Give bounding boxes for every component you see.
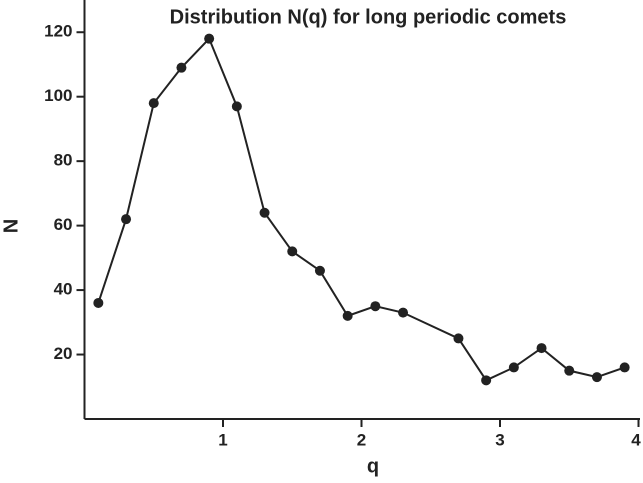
marker (204, 33, 215, 44)
marker (591, 372, 602, 383)
marker (564, 365, 575, 376)
y-tick-label: 20 (54, 344, 73, 363)
marker (314, 265, 325, 276)
marker (231, 101, 242, 112)
y-tick-label: 60 (54, 215, 73, 234)
y-tick-label: 40 (54, 280, 73, 299)
marker (619, 362, 630, 373)
marker (398, 307, 409, 318)
x-tick-label: 3 (495, 430, 504, 449)
line (97, 36, 625, 382)
marker (453, 333, 464, 344)
marker (370, 301, 381, 312)
y-tick-label: 120 (44, 22, 72, 41)
marker (508, 362, 519, 373)
marker (121, 214, 132, 225)
marker (481, 375, 492, 386)
marker (148, 98, 159, 109)
marker (259, 207, 270, 218)
marker (176, 62, 187, 73)
y-tick-label: 100 (44, 86, 72, 105)
x-tick-label: 2 (357, 430, 366, 449)
y-axis-label: N (0, 219, 22, 233)
y-tick-label: 80 (54, 151, 73, 170)
marker (536, 343, 547, 354)
marker (287, 246, 298, 257)
chart-title: Distribution N(q) for long periodic come… (170, 6, 567, 28)
x-axis-label: q (367, 455, 379, 477)
x-tick-label: 4 (631, 430, 641, 449)
marker (342, 310, 353, 321)
marker (93, 297, 104, 308)
x-tick-label: 1 (218, 430, 227, 449)
